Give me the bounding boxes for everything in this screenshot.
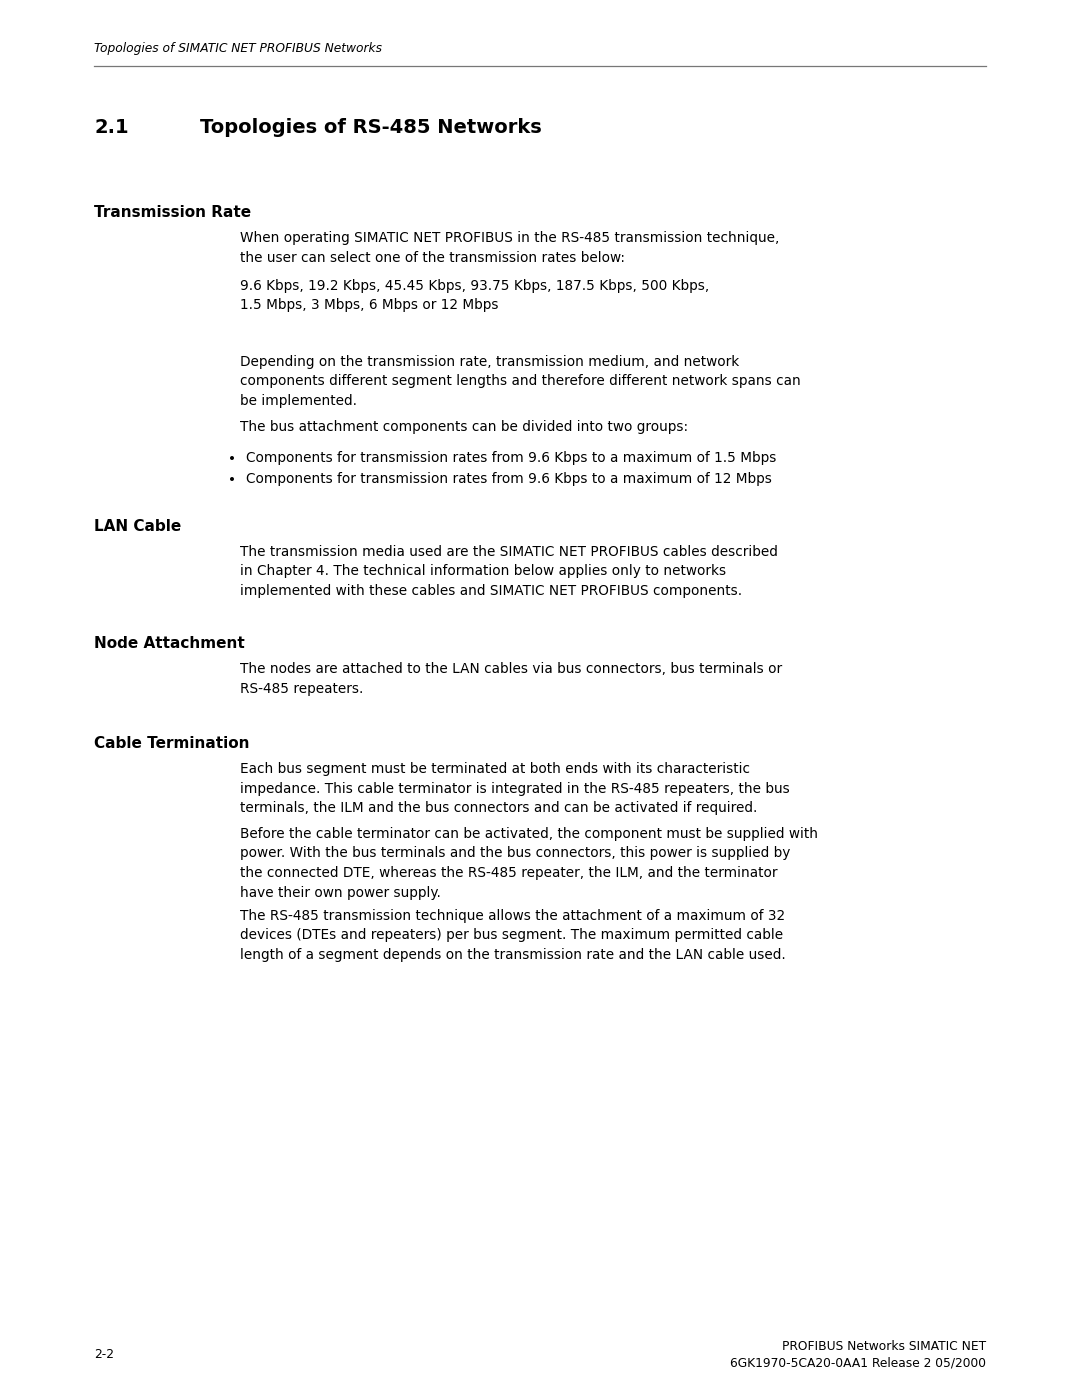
Text: The bus attachment components can be divided into two groups:: The bus attachment components can be div… (240, 420, 688, 434)
Text: Components for transmission rates from 9.6 Kbps to a maximum of 12 Mbps: Components for transmission rates from 9… (246, 472, 772, 486)
Text: Before the cable terminator can be activated, the component must be supplied wit: Before the cable terminator can be activ… (240, 827, 818, 900)
Text: The nodes are attached to the LAN cables via bus connectors, bus terminals or
RS: The nodes are attached to the LAN cables… (240, 662, 782, 696)
Text: Topologies of RS-485 Networks: Topologies of RS-485 Networks (200, 117, 542, 137)
Text: When operating SIMATIC NET PROFIBUS in the RS-485 transmission technique,
the us: When operating SIMATIC NET PROFIBUS in t… (240, 231, 780, 264)
Text: The transmission media used are the SIMATIC NET PROFIBUS cables described
in Cha: The transmission media used are the SIMA… (240, 545, 778, 598)
Text: The RS-485 transmission technique allows the attachment of a maximum of 32
devic: The RS-485 transmission technique allows… (240, 909, 786, 963)
Text: Topologies of SIMATIC NET PROFIBUS Networks: Topologies of SIMATIC NET PROFIBUS Netwo… (94, 42, 382, 54)
Text: Cable Termination: Cable Termination (94, 736, 249, 752)
Text: 2.1: 2.1 (94, 117, 129, 137)
Text: •: • (228, 453, 237, 467)
Text: Node Attachment: Node Attachment (94, 636, 245, 651)
Text: Depending on the transmission rate, transmission medium, and network
components : Depending on the transmission rate, tran… (240, 355, 800, 408)
Text: PROFIBUS Networks SIMATIC NET: PROFIBUS Networks SIMATIC NET (782, 1340, 986, 1354)
Text: 2-2: 2-2 (94, 1348, 114, 1361)
Text: LAN Cable: LAN Cable (94, 520, 181, 534)
Text: Transmission Rate: Transmission Rate (94, 205, 252, 219)
Text: Components for transmission rates from 9.6 Kbps to a maximum of 1.5 Mbps: Components for transmission rates from 9… (246, 451, 777, 465)
Text: 6GK1970-5CA20-0AA1 Release 2 05/2000: 6GK1970-5CA20-0AA1 Release 2 05/2000 (730, 1356, 986, 1369)
Text: •: • (228, 474, 237, 488)
Text: 9.6 Kbps, 19.2 Kbps, 45.45 Kbps, 93.75 Kbps, 187.5 Kbps, 500 Kbps,
1.5 Mbps, 3 M: 9.6 Kbps, 19.2 Kbps, 45.45 Kbps, 93.75 K… (240, 279, 710, 313)
Text: Each bus segment must be terminated at both ends with its characteristic
impedan: Each bus segment must be terminated at b… (240, 761, 789, 814)
